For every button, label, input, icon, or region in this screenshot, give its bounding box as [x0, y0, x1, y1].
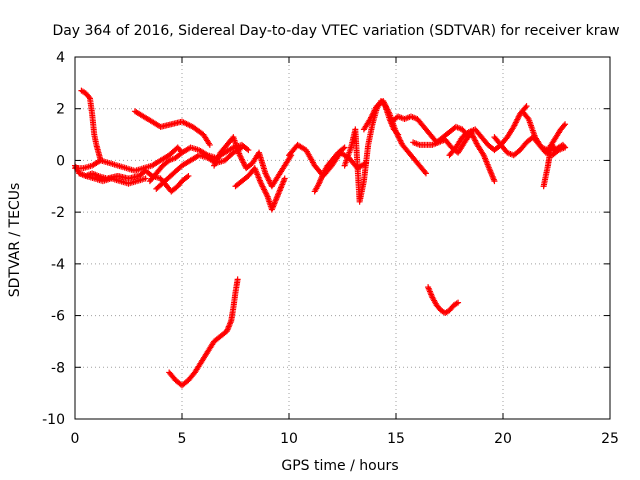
y-axis-ticks: -10 -8 -6 -4 -2 0 2 4: [42, 50, 610, 428]
data-point: [340, 145, 347, 152]
y-tick-label: -4: [51, 257, 65, 273]
data-point: [184, 173, 191, 180]
data-points: [72, 87, 569, 389]
data-point: [560, 143, 567, 150]
data-point: [281, 175, 288, 182]
data-point: [523, 103, 530, 110]
data-point: [422, 170, 429, 177]
data-point: [522, 104, 529, 111]
y-tick-label: -10: [42, 412, 65, 428]
y-tick-label: 4: [56, 50, 65, 66]
grid: [75, 57, 610, 419]
data-point: [185, 172, 192, 179]
x-tick-label: 10: [280, 431, 298, 447]
data-point: [341, 144, 348, 151]
data-point: [244, 146, 251, 153]
x-axis-label: GPS time / hours: [281, 458, 398, 474]
x-tick-label: 5: [178, 431, 187, 447]
data-point: [560, 122, 567, 129]
x-tick-label: 0: [71, 431, 80, 447]
data-point: [491, 178, 498, 185]
y-axis-label: SDTVAR / TECUs: [7, 183, 23, 298]
data-point: [562, 144, 569, 151]
x-tick-label: 25: [601, 431, 619, 447]
x-tick-label: 15: [387, 431, 405, 447]
y-tick-label: -8: [51, 360, 65, 376]
data-point: [238, 144, 245, 151]
y-tick-label: -6: [51, 309, 65, 325]
y-tick-label: 0: [56, 153, 65, 169]
x-tick-label: 20: [494, 431, 512, 447]
data-point: [85, 94, 92, 101]
y-tick-label: -2: [51, 205, 65, 221]
data-point: [421, 169, 428, 176]
data-point: [142, 175, 149, 182]
x-axis-ticks: 0 5 10 15 20 25: [71, 57, 619, 447]
data-point: [562, 121, 569, 128]
data-point: [234, 276, 241, 283]
plot-frame: [74, 56, 611, 420]
chart-title: Day 364 of 2016, Sidereal Day-to-day VTE…: [52, 23, 619, 39]
data-point: [455, 299, 462, 306]
data-point: [206, 141, 213, 148]
data-point: [245, 147, 252, 154]
y-tick-label: 2: [56, 102, 65, 118]
